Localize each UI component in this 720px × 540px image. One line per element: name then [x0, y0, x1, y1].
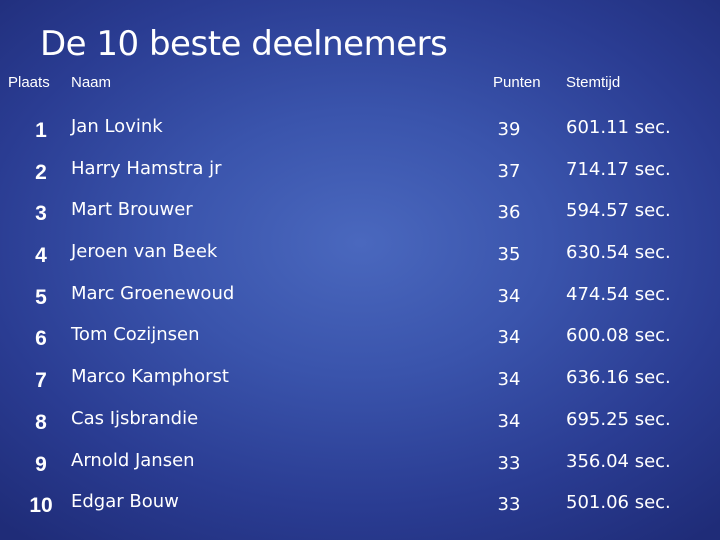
- name-cell: Edgar Bouw: [71, 491, 179, 513]
- header-rank: Plaats: [8, 74, 50, 91]
- points-cell: 34: [497, 369, 521, 391]
- header-points: Punten: [493, 74, 541, 91]
- name-cell: Mart Brouwer: [71, 199, 193, 221]
- rank-cell: 3: [35, 202, 47, 226]
- points-cell: 35: [497, 244, 521, 266]
- points-cell: 34: [497, 327, 521, 349]
- points-cell: 37: [497, 160, 521, 182]
- rank-cell: 5: [35, 285, 47, 309]
- header-time: Stemtijd: [566, 74, 621, 91]
- rank-cell: 4: [35, 244, 47, 268]
- table-row: 3 Mart Brouwer 36 594.57 sec.: [0, 191, 720, 233]
- time-cell: 600.08 sec.: [566, 325, 671, 347]
- time-cell: 501.06 sec.: [566, 492, 671, 514]
- rank-cell: 10: [29, 494, 53, 518]
- time-cell: 474.54 sec.: [566, 283, 671, 305]
- time-cell: 630.54 sec.: [566, 242, 671, 264]
- name-cell: Marco Kamphorst: [71, 366, 229, 388]
- points-cell: 36: [497, 202, 521, 224]
- table-row: 4 Jeroen van Beek 35 630.54 sec.: [0, 233, 720, 275]
- name-cell: Jan Lovink: [71, 116, 163, 137]
- rank-cell: 7: [35, 369, 47, 393]
- name-cell: Cas Ijsbrandie: [71, 407, 199, 429]
- table-row: 2 Harry Hamstra jr 37 714.17 sec.: [0, 150, 720, 192]
- name-cell: Marc Groenewoud: [71, 282, 235, 304]
- rank-cell: 1: [35, 119, 47, 142]
- page-title: De 10 beste deelnemers: [40, 24, 448, 64]
- points-cell: 34: [497, 285, 521, 307]
- table-row: 7 Marco Kamphorst 34 636.16 sec.: [0, 358, 720, 400]
- time-cell: 356.04 sec.: [566, 450, 671, 472]
- rank-cell: 6: [35, 327, 47, 351]
- name-cell: Arnold Jansen: [71, 449, 195, 471]
- time-cell: 601.11 sec.: [566, 117, 671, 138]
- time-cell: 594.57 sec.: [566, 200, 671, 222]
- header-name: Naam: [71, 74, 112, 91]
- points-cell: 39: [497, 119, 521, 140]
- table-row: 6 Tom Cozijnsen 34 600.08 sec.: [0, 316, 720, 358]
- rank-cell: 9: [35, 452, 47, 476]
- time-cell: 714.17 sec.: [566, 158, 671, 180]
- name-cell: Harry Hamstra jr: [71, 157, 222, 179]
- points-cell: 33: [497, 452, 521, 474]
- rank-cell: 2: [35, 160, 47, 184]
- table-row: 1 Jan Lovink 39 601.11 sec.: [0, 108, 720, 150]
- time-cell: 636.16 sec.: [566, 367, 671, 389]
- name-cell: Jeroen van Beek: [71, 241, 218, 263]
- table-row: 8 Cas Ijsbrandie 34 695.25 sec.: [0, 400, 720, 442]
- table-row: 9 Arnold Jansen 33 356.04 sec.: [0, 442, 720, 484]
- ranking-table: 1 Jan Lovink 39 601.11 sec. 2 Harry Hams…: [0, 108, 720, 525]
- table-row: 5 Marc Groenewoud 34 474.54 sec.: [0, 275, 720, 317]
- points-cell: 34: [497, 410, 521, 432]
- table-row: 10 Edgar Bouw 33 501.06 sec.: [0, 483, 720, 525]
- time-cell: 695.25 sec.: [566, 408, 671, 430]
- rank-cell: 8: [35, 410, 47, 434]
- name-cell: Tom Cozijnsen: [71, 324, 200, 346]
- points-cell: 33: [497, 494, 521, 516]
